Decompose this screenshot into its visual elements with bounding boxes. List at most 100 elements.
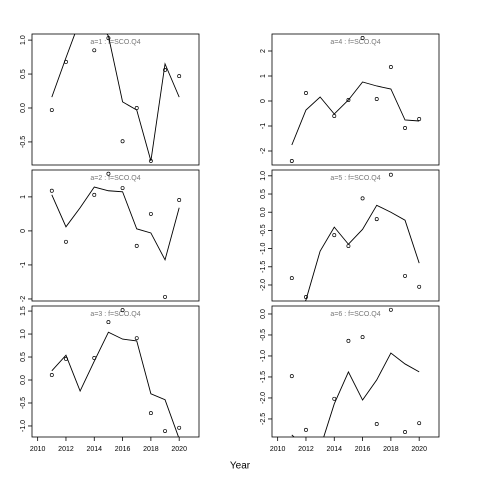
y-tick-label: -2.0 [260,392,267,404]
observed-point [388,307,393,312]
panel-title: a=3 : f=SCO.Q4 [90,311,140,318]
y-tick-label: -1.0 [260,350,267,362]
y-tick-label: -0.5 [260,224,267,236]
plot-frame [271,169,440,302]
observed-point [163,429,167,433]
observed-point [417,421,422,426]
plot-frame [31,169,200,302]
y-tick-label: 0.0 [20,103,27,113]
y-tick-label: -1.5 [260,261,267,273]
observed-point [304,91,308,95]
x-tick-label: 2016 [355,446,371,453]
observed-point [417,117,422,121]
y-tick-label: 0 [260,99,267,103]
observed-point [417,284,422,289]
observed-point [332,114,337,118]
fitted-line [304,204,420,301]
observed-point [106,320,111,325]
x-tick-label: 2014 [86,446,102,453]
panel-title: a=1 : f=SCO.Q4 [90,39,140,46]
observed-point [92,355,97,360]
observed-point [332,396,337,401]
y-tick-label: 0.5 [260,189,267,199]
plot-frame [31,305,200,438]
panel-title: a=4 : f=SCO.Q4 [330,39,380,46]
y-tick-label: -2.0 [260,279,267,291]
y-tick-label: 1.5 [20,306,27,316]
observed-point [304,295,308,299]
y-tick-label: 1.0 [260,171,267,181]
observed-point [289,159,294,163]
observed-point [49,372,54,377]
observed-point [148,158,153,163]
observed-point [346,98,351,102]
y-tick-label: 1.0 [20,35,27,45]
observed-point [148,211,153,216]
fitted-line [291,352,420,437]
x-tick-label: 2020 [171,446,187,453]
x-axis-label: Year [230,461,251,472]
x-tick-label: 2018 [383,446,399,453]
observed-point [177,74,182,79]
y-tick-label: -1.5 [260,371,267,383]
observed-point [289,374,294,379]
observed-point [49,188,54,193]
x-tick-label: 2012 [298,446,314,453]
observed-point [134,243,139,248]
observed-point [346,244,351,249]
y-tick-label: 2 [260,49,267,53]
observed-point [49,108,54,112]
observed-point [304,427,308,432]
observed-point [374,217,379,222]
y-tick-label: 1.0 [20,329,27,339]
y-tick-label: 1 [20,195,27,199]
observed-point [134,336,139,341]
y-tick-label: -2 [20,296,27,302]
x-tick-label: 2010 [270,446,286,453]
y-tick-label: 0.0 [260,207,267,217]
observed-point [360,196,365,201]
observed-point [403,126,407,130]
fitted-line [51,34,180,162]
observed-point [388,172,393,177]
observed-point [177,197,182,202]
observed-point [64,356,68,361]
observed-point [163,294,167,299]
observed-point [92,48,97,53]
observed-point [346,338,351,343]
observed-point [64,59,68,64]
plot-frame [271,305,440,438]
observed-point [120,308,125,313]
plot-frame [31,33,200,166]
observed-point [120,186,125,190]
observed-point [106,36,111,41]
x-tick-label: 2018 [143,446,159,453]
y-tick-label: -1.0 [260,242,267,254]
observed-point [374,422,379,426]
observed-point [106,171,111,176]
y-tick-label: -1 [20,262,27,268]
observed-point [360,36,365,40]
y-tick-label: 0.5 [20,352,27,362]
observed-point [163,68,167,72]
x-tick-label: 2016 [115,446,131,453]
observed-point [177,425,182,430]
panel-title: a=6 : f=SCO.Q4 [330,311,380,318]
y-tick-label: -1.0 [20,420,27,432]
fitted-line [291,81,420,146]
observed-point [120,139,125,144]
y-tick-label: 1 [260,74,267,78]
observed-point [148,411,153,416]
fitted-line [51,331,179,437]
observed-point [403,273,407,278]
observed-point [64,239,68,244]
observed-point [374,97,379,101]
y-tick-label: -2.5 [260,413,267,425]
observed-point [92,192,97,197]
y-tick-label: -0.5 [20,136,27,148]
x-tick-label: 2012 [58,446,74,453]
x-tick-label: 2020 [411,446,427,453]
observed-point [403,430,407,434]
y-tick-label: 0 [20,229,27,233]
